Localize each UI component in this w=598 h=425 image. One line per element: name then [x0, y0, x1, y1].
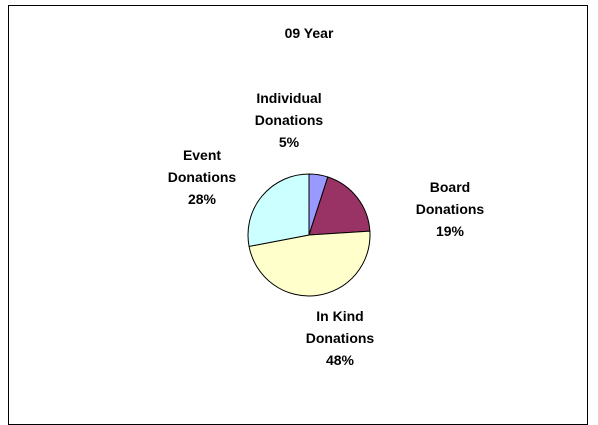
pie-slice-percent-label: 5% — [279, 134, 300, 150]
pie-labels: Individual Donations 5% Board Donations 19% In… — [168, 90, 485, 368]
pie-slice-label: Board — [430, 179, 470, 195]
pie-slice-label: Donations — [255, 112, 324, 128]
pie-slice-label: In Kind — [316, 308, 363, 324]
pie-slice-label: Donations — [168, 169, 237, 185]
pie-slice-percent-label: 48% — [326, 352, 355, 368]
pie-slice-percent-label: 28% — [188, 191, 217, 207]
pie-slice-percent-label: 19% — [436, 223, 465, 239]
pie-slice-label: Donations — [306, 330, 375, 346]
chart-title: 09 Year — [285, 25, 334, 41]
pie-slice-label: Event — [183, 147, 221, 163]
pie-slice-in-kind-donations — [248, 230, 371, 297]
pie-chart: 09 Year Individual Donations 5% Board Donati… — [168, 25, 485, 368]
pie-slice-label: Individual — [256, 90, 321, 106]
pie-slice-board-donations — [308, 176, 371, 236]
pie-slice-label: Donations — [416, 201, 485, 217]
pie-slice-event-donations — [247, 173, 310, 248]
pie-slices — [247, 173, 371, 297]
